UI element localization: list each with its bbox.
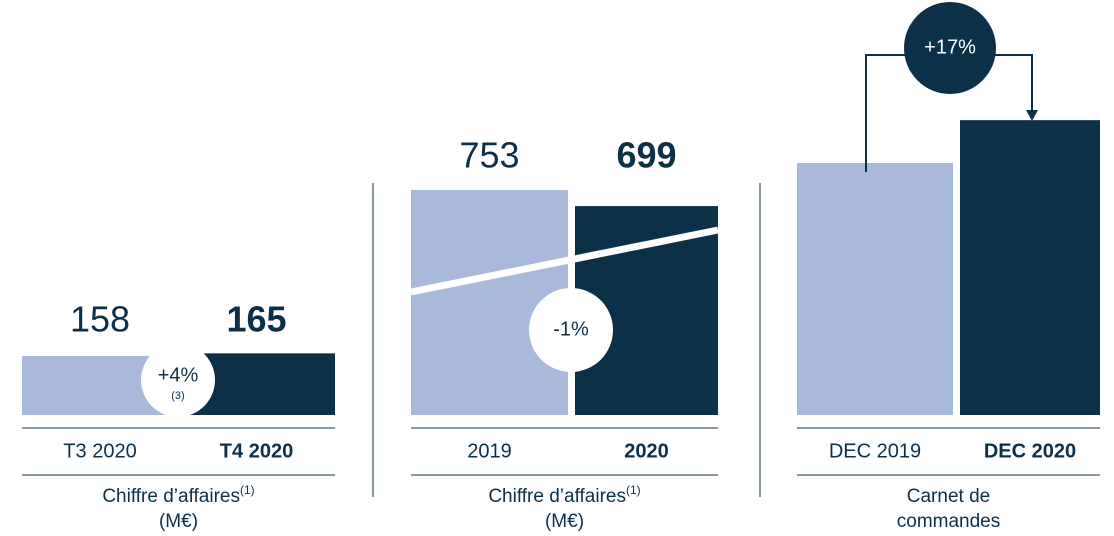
arrow-head bbox=[1026, 110, 1038, 121]
change-label: -1% bbox=[553, 318, 589, 340]
category-label: T4 2020 bbox=[220, 440, 293, 462]
category-label: DEC 2020 bbox=[984, 440, 1076, 462]
change-label: +17% bbox=[924, 36, 976, 58]
change-label: +4% bbox=[158, 364, 199, 386]
caption-text: commandes bbox=[897, 511, 1001, 532]
caption-text: Chiffre d’affaires bbox=[102, 486, 240, 507]
value-label: 753 bbox=[459, 135, 519, 176]
category-label: 2020 bbox=[624, 440, 669, 462]
change-badge bbox=[529, 288, 613, 372]
caption-text: Carnet de bbox=[907, 486, 990, 507]
value-label: 165 bbox=[226, 299, 286, 340]
change-note: (3) bbox=[171, 390, 184, 402]
value-label: 699 bbox=[616, 135, 676, 176]
category-label: DEC 2019 bbox=[829, 440, 921, 462]
caption: Carnet de bbox=[907, 486, 990, 507]
caption-text: (M€) bbox=[159, 511, 198, 532]
trend-line bbox=[410, 226, 719, 296]
caption-note: (1) bbox=[240, 483, 255, 497]
caption: commandes bbox=[897, 511, 1001, 532]
caption: Chiffre d’affaires(1) bbox=[488, 483, 640, 507]
bar bbox=[960, 120, 1100, 415]
caption: Chiffre d’affaires(1) bbox=[102, 483, 254, 507]
change-badge bbox=[904, 2, 996, 94]
category-label: T3 2020 bbox=[63, 440, 136, 462]
caption: (M€) bbox=[545, 511, 584, 532]
caption-text: Chiffre d’affaires bbox=[488, 486, 626, 507]
value-label: 158 bbox=[70, 299, 130, 340]
change-badge bbox=[141, 343, 215, 417]
category-label: 2019 bbox=[467, 440, 512, 462]
caption-text: (M€) bbox=[545, 511, 584, 532]
caption: (M€) bbox=[159, 511, 198, 532]
bar bbox=[797, 163, 953, 415]
caption-note: (1) bbox=[626, 483, 641, 497]
